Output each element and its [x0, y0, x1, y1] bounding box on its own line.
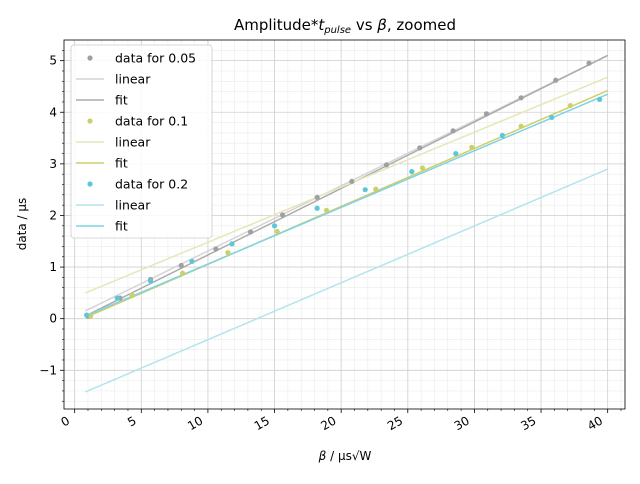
- chart-title: Amplitude*tpulse vs β, zoomed: [234, 16, 456, 36]
- legend-marker-6: [87, 181, 93, 187]
- data-point: [597, 96, 603, 102]
- data-point: [178, 262, 184, 269]
- x-tick-label: 5: [125, 413, 139, 429]
- y-tick-label: 3: [49, 157, 57, 171]
- y-tick-label: 4: [49, 105, 57, 119]
- legend-label-4: linear: [115, 135, 151, 150]
- legend-box: [70, 44, 213, 239]
- series-line-4: [85, 76, 608, 294]
- data-point: [274, 228, 280, 235]
- data-point: [314, 205, 320, 211]
- legend-label-0: data for 0.05: [115, 51, 196, 66]
- data-point: [213, 246, 219, 252]
- data-point: [483, 111, 490, 117]
- x-axis-label: β / µs√W: [318, 449, 372, 463]
- data-point: [349, 178, 355, 185]
- x-tick-label: 20: [318, 413, 338, 433]
- legend-label-7: linear: [115, 198, 151, 213]
- data-point: [189, 258, 195, 264]
- y-tick-label: 2: [49, 208, 57, 222]
- data-point: [225, 250, 231, 256]
- series-line-8: [85, 93, 608, 317]
- data-point: [518, 95, 524, 101]
- data-point: [362, 187, 368, 193]
- data-point: [553, 77, 559, 83]
- data-point: [247, 229, 254, 235]
- x-tick-label: 0: [59, 413, 73, 429]
- data-point: [419, 165, 426, 171]
- data-point: [114, 295, 120, 301]
- data-point: [129, 292, 135, 298]
- data-point: [499, 132, 506, 139]
- legend-label-8: fit: [115, 219, 128, 234]
- y-axis-ticks: −1 0 1 2 3 4 5: [39, 50, 64, 402]
- y-tick-label: 0: [49, 312, 57, 326]
- data-point: [469, 144, 475, 150]
- data-point: [417, 145, 423, 151]
- data-point: [148, 278, 154, 284]
- data-point: [229, 241, 235, 247]
- data-point: [567, 102, 573, 109]
- data-point: [383, 162, 390, 168]
- data-point: [314, 194, 320, 201]
- plot-frame: [63, 39, 626, 410]
- data-point: [409, 169, 415, 175]
- data-point: [279, 212, 286, 218]
- series-line-7: [85, 168, 608, 393]
- legend-label-5: fit: [115, 156, 128, 171]
- legend-label-6: data for 0.2: [115, 177, 188, 192]
- x-tick-label: 40: [585, 413, 605, 433]
- legend-marker-0: [87, 55, 93, 61]
- legend-marker-3: [87, 118, 93, 124]
- data-point: [453, 150, 459, 157]
- x-axis-ticks: 0 5 10 15 20 25 30 35 40: [59, 409, 622, 433]
- x-tick-label: 30: [452, 413, 472, 433]
- y-tick-label: 1: [49, 260, 57, 274]
- series-points: [84, 60, 603, 319]
- legend-label-2: fit: [115, 93, 128, 108]
- y-tick-label: 5: [49, 54, 57, 68]
- data-point: [88, 313, 94, 319]
- x-tick-label: 25: [385, 413, 405, 433]
- data-point: [518, 123, 524, 129]
- x-tick-label: 15: [252, 413, 272, 433]
- data-point: [323, 207, 330, 213]
- data-point: [373, 186, 379, 192]
- data-point: [84, 312, 90, 318]
- data-point: [450, 128, 456, 134]
- data-point: [549, 114, 555, 121]
- x-tick-label: 10: [185, 413, 205, 433]
- data-point: [271, 223, 278, 229]
- legend-label-1: linear: [115, 72, 151, 87]
- y-tick-label: −1: [39, 363, 57, 377]
- x-tick-label: 35: [518, 413, 538, 433]
- y-axis-label: data / µs: [15, 198, 29, 251]
- data-point: [586, 60, 592, 66]
- legend: data for 0.05 linear fit data for 0.1 linear…: [70, 44, 213, 239]
- legend-label-3: data for 0.1: [115, 114, 188, 129]
- data-point: [179, 270, 186, 276]
